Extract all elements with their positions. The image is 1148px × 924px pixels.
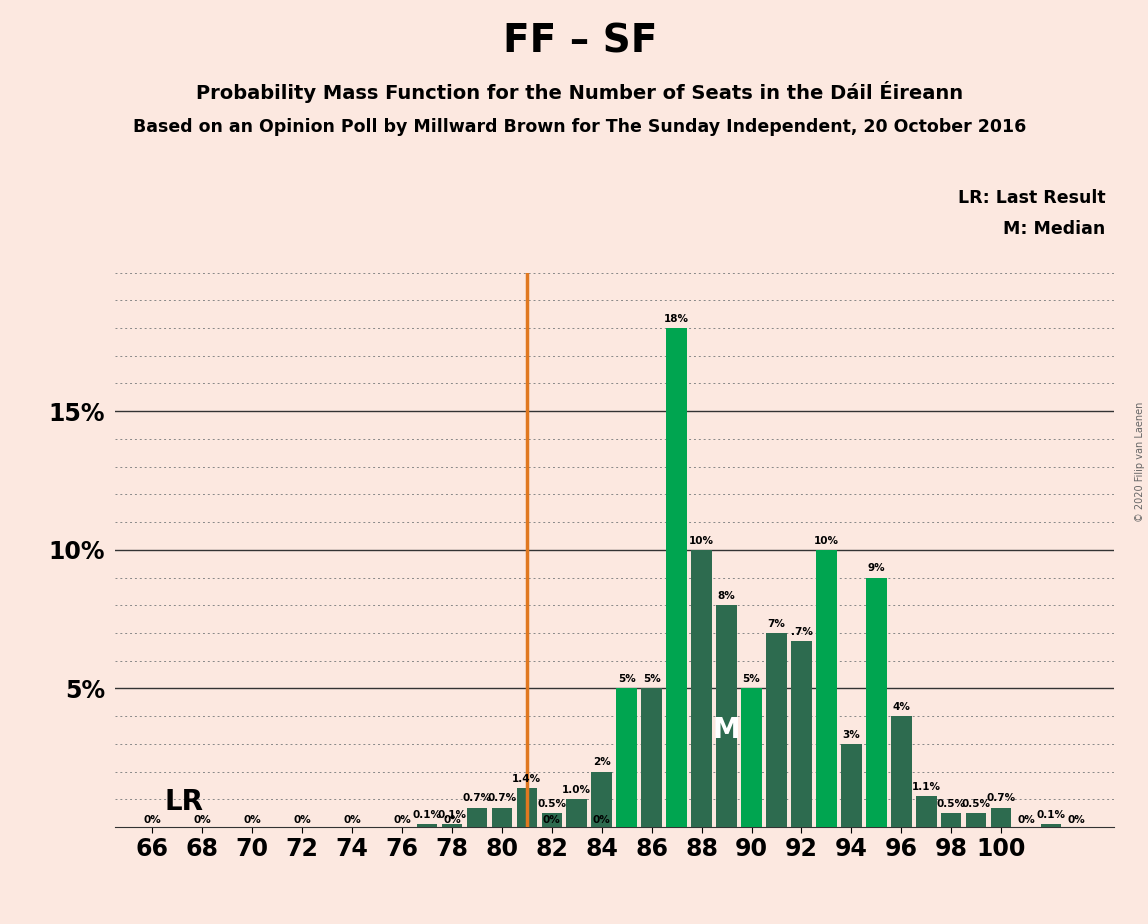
Bar (591, 772, 612, 827)
Text: Probability Mass Function for the Number of Seats in the Dáil Éireann: Probability Mass Function for the Number… (196, 81, 963, 103)
Text: 5%: 5% (743, 675, 760, 684)
Bar (991, 808, 1011, 827)
Bar (566, 799, 587, 827)
Text: FF – SF: FF – SF (503, 22, 657, 60)
Bar (417, 824, 437, 827)
Bar (466, 808, 487, 827)
Text: 0.7%: 0.7% (463, 794, 491, 803)
Text: 0.1%: 0.1% (1037, 810, 1065, 821)
Text: .7%: .7% (791, 627, 813, 638)
Bar (891, 716, 912, 827)
Bar (616, 688, 637, 827)
Text: 0%: 0% (1068, 815, 1085, 825)
Bar (642, 688, 662, 827)
Text: 4%: 4% (892, 702, 910, 711)
Text: 10%: 10% (689, 536, 714, 545)
Text: © 2020 Filip van Laenen: © 2020 Filip van Laenen (1134, 402, 1145, 522)
Text: 0.1%: 0.1% (412, 810, 442, 821)
Bar (491, 808, 512, 827)
Bar (666, 328, 687, 827)
Bar (542, 813, 563, 827)
Text: Based on an Opinion Poll by Millward Brown for The Sunday Independent, 20 Octobe: Based on an Opinion Poll by Millward Bro… (133, 118, 1026, 136)
Text: 0%: 0% (393, 815, 411, 825)
Text: M: M (713, 716, 740, 744)
Bar (742, 688, 762, 827)
Text: 0.5%: 0.5% (537, 799, 566, 809)
Text: 10%: 10% (814, 536, 839, 545)
Text: 1.1%: 1.1% (912, 783, 941, 793)
Text: 0%: 0% (443, 815, 460, 825)
Text: 1.4%: 1.4% (512, 774, 542, 784)
Text: 9%: 9% (868, 564, 885, 573)
Text: 0.7%: 0.7% (487, 794, 517, 803)
Text: LR: Last Result: LR: Last Result (957, 189, 1106, 207)
Bar (866, 578, 886, 827)
Bar (816, 550, 837, 827)
Text: M: Median: M: Median (1003, 220, 1106, 237)
Text: 0%: 0% (243, 815, 261, 825)
Bar (791, 641, 812, 827)
Text: 2%: 2% (592, 758, 611, 767)
Text: 0%: 0% (193, 815, 211, 825)
Text: 0%: 0% (293, 815, 311, 825)
Text: 0.1%: 0.1% (437, 810, 466, 821)
Bar (941, 813, 962, 827)
Text: 1.0%: 1.0% (563, 785, 591, 795)
Bar (841, 744, 862, 827)
Text: 5%: 5% (643, 675, 660, 684)
Bar (517, 788, 537, 827)
Text: 5%: 5% (618, 675, 636, 684)
Bar (691, 550, 712, 827)
Bar (916, 796, 937, 827)
Bar (442, 824, 463, 827)
Text: 0.5%: 0.5% (962, 799, 991, 809)
Text: 0%: 0% (144, 815, 161, 825)
Bar (1041, 824, 1062, 827)
Text: 0%: 0% (343, 815, 360, 825)
Text: LR: LR (164, 788, 203, 816)
Text: 0%: 0% (543, 815, 560, 825)
Bar (965, 813, 986, 827)
Text: 7%: 7% (768, 619, 785, 628)
Text: 0%: 0% (592, 815, 611, 825)
Text: 18%: 18% (664, 314, 689, 324)
Text: 3%: 3% (843, 730, 860, 739)
Text: 0.5%: 0.5% (937, 799, 965, 809)
Text: 0.7%: 0.7% (986, 794, 1016, 803)
Text: 8%: 8% (718, 591, 736, 602)
Bar (716, 605, 737, 827)
Bar (766, 633, 786, 827)
Text: 0%: 0% (1017, 815, 1035, 825)
